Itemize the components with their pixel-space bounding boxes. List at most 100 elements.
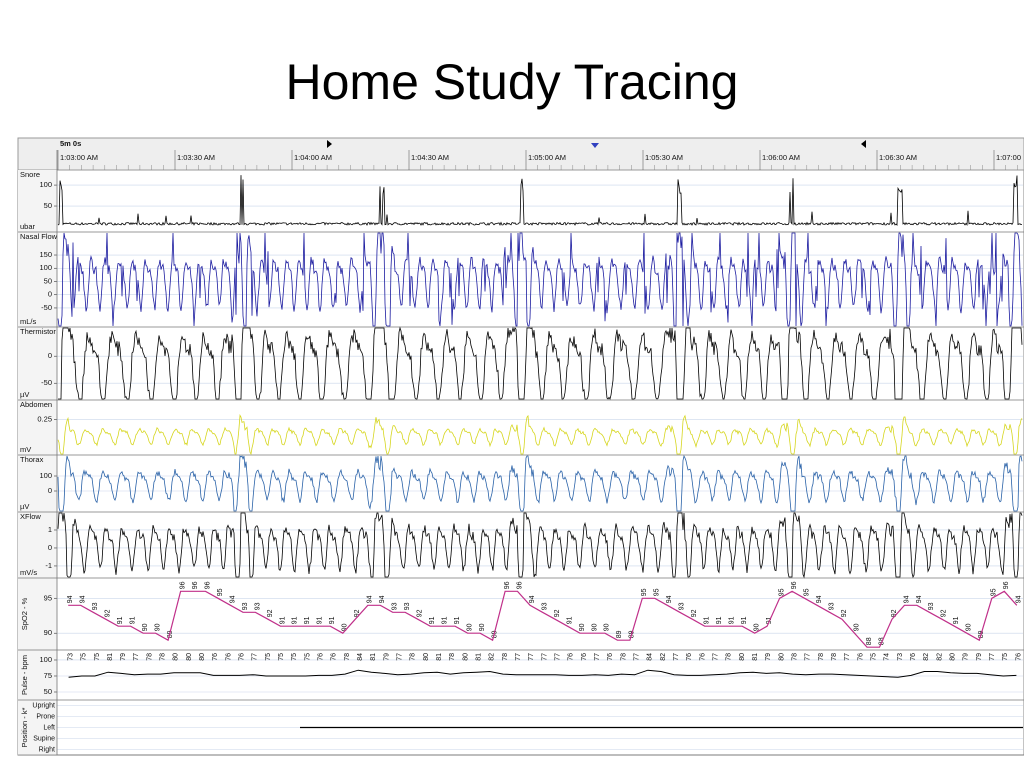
waveform (57, 232, 1023, 327)
pulse-label: 78 (791, 653, 798, 661)
marker-end (861, 140, 866, 148)
spo2-label: 93 (254, 602, 261, 610)
spo2-label: 92 (841, 609, 848, 617)
pulse-label: 78 (818, 653, 825, 661)
pulse-label: 80 (949, 653, 956, 661)
pulse-label: 77 (555, 653, 562, 661)
pulse-label: 76 (225, 653, 232, 661)
pulse-label: 78 (620, 653, 627, 661)
spo2-label: 91 (292, 616, 299, 624)
pulse-label: 78 (344, 653, 351, 661)
pulse-label: 78 (831, 653, 838, 661)
pulse-label: 77 (844, 653, 851, 661)
spo2-label: 88 (866, 637, 873, 645)
spo2-label: 91 (454, 616, 461, 624)
y-tick-label: 0 (48, 351, 52, 360)
pulse-label: 76 (568, 653, 575, 661)
spo2-label: 92 (354, 609, 361, 617)
y-tick-label: 1 (48, 525, 52, 534)
spo2-label: 91 (279, 616, 286, 624)
pulse-label: 84 (357, 653, 364, 661)
waveform (57, 512, 1023, 579)
pulse-label: 80 (778, 653, 785, 661)
spo2-label: 91 (953, 616, 960, 624)
pulse-label: 75 (291, 653, 298, 661)
position-label: Supine (33, 735, 55, 742)
spo2-label: 92 (891, 609, 898, 617)
pulse-label: 77 (133, 653, 140, 661)
time-label: 1:04:30 AM (411, 153, 449, 162)
channel-name: Nasal Flow (20, 232, 58, 241)
spo2-label: 90 (154, 623, 161, 631)
pulse-label: 76 (857, 653, 864, 661)
y-tick-label: 0.25 (37, 415, 52, 424)
spo2-label: 96 (1003, 581, 1010, 589)
pulse-label: 78 (410, 653, 417, 661)
spo2-label: 95 (641, 588, 648, 596)
pulse-label: 75 (265, 653, 272, 661)
spo2-label: 90 (342, 623, 349, 631)
spo2-label: 95 (991, 588, 998, 596)
y-tick-label: -50 (41, 303, 52, 312)
pulse-label: 75 (81, 653, 88, 661)
pulse-label: 76 (318, 653, 325, 661)
y-tick-label: 50 (44, 687, 52, 696)
y-tick-label: 0 (48, 543, 52, 552)
spo2-label: 94 (666, 595, 673, 603)
spo2-label: 90 (579, 623, 586, 631)
y-tick-label: 50 (44, 201, 52, 210)
spo2-label: 95 (217, 588, 224, 596)
pulse-label: 77 (712, 653, 719, 661)
y-tick-label: 100 (39, 471, 52, 480)
spo2-label: 94 (80, 595, 87, 603)
time-label: 1:05:00 AM (528, 153, 566, 162)
spo2-label: 90 (466, 623, 473, 631)
spo2-label: 91 (317, 616, 324, 624)
spo2-label: 94 (903, 595, 910, 603)
channel-unit: ubar (20, 222, 36, 231)
pulse-label: 81 (476, 653, 483, 661)
spo2-label: 95 (778, 588, 785, 596)
channel-name: SpO2 - % (20, 597, 29, 630)
pulse-label: 82 (660, 653, 667, 661)
waveform (57, 175, 1022, 226)
pulse-label: 79 (765, 653, 772, 661)
pulse-label: 80 (199, 653, 206, 661)
position-label: Left (43, 724, 55, 731)
spo2-label: 91 (704, 616, 711, 624)
spo2-label: 93 (679, 602, 686, 610)
spo2-label: 89 (491, 630, 498, 638)
spo2-label: 93 (828, 602, 835, 610)
pulse-label: 80 (423, 653, 430, 661)
spo2-label: 93 (242, 602, 249, 610)
pulse-label: 76 (239, 653, 246, 661)
y-tick-label: 100 (39, 655, 52, 664)
spo2-label: 92 (267, 609, 274, 617)
time-label: 1:06:30 AM (879, 153, 917, 162)
channel-unit: mV (20, 445, 31, 454)
pulse-trace (68, 669, 1017, 678)
spo2-label: 91 (716, 616, 723, 624)
spo2-label: 91 (329, 616, 336, 624)
pulse-label: 77 (633, 653, 640, 661)
y-tick-label: 90 (44, 628, 52, 637)
pulse-label: 82 (489, 653, 496, 661)
pulse-label: 78 (726, 653, 733, 661)
pulse-label: 79 (976, 653, 983, 661)
spo2-label: 90 (142, 623, 149, 631)
channel-unit: µV (20, 390, 29, 399)
pulse-label: 79 (383, 653, 390, 661)
spo2-label: 96 (204, 581, 211, 589)
spo2-label: 89 (167, 630, 174, 638)
y-tick-label: 100 (39, 180, 52, 189)
position-label: Right (39, 746, 55, 753)
time-label: 1:03:00 AM (60, 153, 98, 162)
y-tick-label: 50 (44, 276, 52, 285)
spo2-label: 92 (417, 609, 424, 617)
pulse-label: 79 (963, 653, 970, 661)
pulse-label: 76 (581, 653, 588, 661)
pulse-label: 75 (94, 653, 101, 661)
channel-name: Snore (20, 170, 40, 179)
pulse-label: 80 (173, 653, 180, 661)
pulse-label: 76 (331, 653, 338, 661)
